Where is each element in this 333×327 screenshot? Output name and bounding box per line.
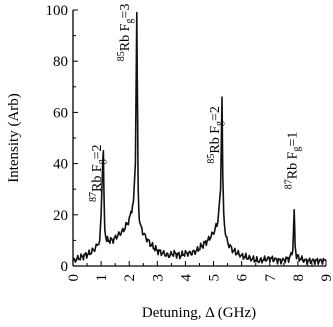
x-axis-ticks: 0 1 2 3 4 5 6 7 8 9 xyxy=(66,261,333,282)
x-tick-label: 7 xyxy=(263,274,279,282)
x-tick-label: 3 xyxy=(150,274,166,282)
y-tick-label: 0 xyxy=(61,259,69,275)
x-tick-label: 4 xyxy=(178,274,194,282)
x-tick-label: 5 xyxy=(207,274,223,282)
x-axis-title: Detuning, Δ (GHz) xyxy=(142,305,256,321)
x-tick-label: 9 xyxy=(319,274,333,282)
peak-annotations: 87Rb Fg=2 85Rb Fg=3 85Rb Fg=2 87Rb Fg=1 xyxy=(88,4,302,202)
intensity-trace xyxy=(72,11,327,266)
peak-label: 85Rb Fg=2 xyxy=(206,106,225,164)
y-axis-title: Intensity (Arb) xyxy=(6,93,22,183)
y-tick-label: 40 xyxy=(53,157,68,173)
y-tick-label: 80 xyxy=(53,54,68,70)
peak-label: 85Rb Fg=3 xyxy=(116,4,135,62)
x-tick-label: 8 xyxy=(291,274,307,282)
peak-label: 87Rb Fg=1 xyxy=(283,132,302,190)
x-tick-label: 2 xyxy=(122,274,138,282)
x-tick-label: 6 xyxy=(235,274,251,282)
x-tick-label: 0 xyxy=(66,274,82,282)
y-tick-label: 60 xyxy=(53,105,68,121)
y-tick-label: 100 xyxy=(46,3,69,19)
peak-label: 87Rb Fg=2 xyxy=(88,144,107,202)
x-tick-label: 1 xyxy=(94,274,110,282)
y-tick-label: 20 xyxy=(53,208,68,224)
y-axis-ticks: 0 20 40 60 80 100 xyxy=(46,3,78,275)
